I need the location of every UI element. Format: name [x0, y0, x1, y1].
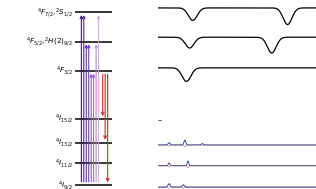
Text: $^4I_{13/2}$: $^4I_{13/2}$	[55, 136, 73, 149]
Text: $^4I_{11/2}$: $^4I_{11/2}$	[55, 157, 73, 170]
Text: $^4F_{3/2}$: $^4F_{3/2}$	[56, 64, 73, 77]
Text: –: –	[158, 116, 162, 125]
Text: $^4I_{9/2}$: $^4I_{9/2}$	[58, 179, 73, 189]
Text: $^4F_{5/2},\!^2H(2)_{9/2}$: $^4F_{5/2},\!^2H(2)_{9/2}$	[26, 35, 73, 48]
Text: $^4F_{7/2},\!^2S_{1/2}$: $^4F_{7/2},\!^2S_{1/2}$	[37, 6, 73, 19]
Text: $^4I_{15/2}$: $^4I_{15/2}$	[55, 113, 73, 125]
